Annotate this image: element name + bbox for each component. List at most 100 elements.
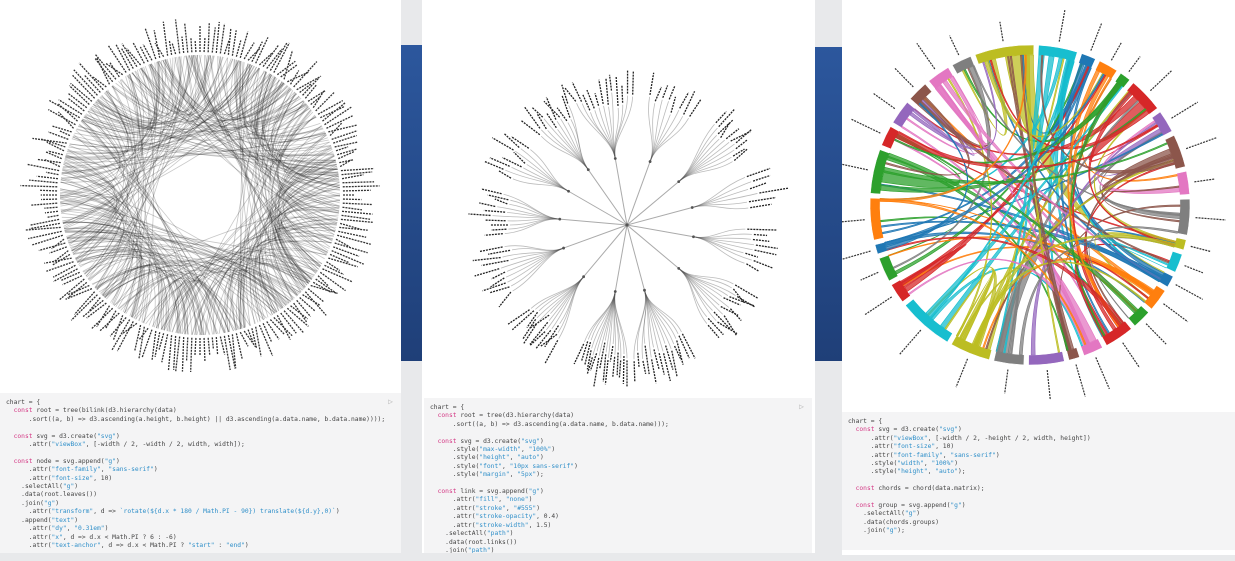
leaf-label xyxy=(507,309,530,325)
edge xyxy=(284,200,340,241)
edge xyxy=(283,168,338,244)
code-cell-2[interactable]: ▷ chart = { const root = tree(d3.hierarch… xyxy=(424,398,812,553)
tree-link xyxy=(678,268,723,297)
edge xyxy=(133,249,327,319)
leaf-label xyxy=(683,91,696,115)
play-icon[interactable]: ▷ xyxy=(799,402,804,411)
leaf-label xyxy=(105,310,117,329)
edge xyxy=(254,71,293,301)
leaf-label xyxy=(747,228,778,231)
tree-link xyxy=(530,276,584,309)
tree-link xyxy=(511,247,564,287)
code-line: const svg = d3.create("svg") xyxy=(855,426,962,434)
tree-link xyxy=(692,176,746,208)
edge xyxy=(194,177,340,335)
edge xyxy=(259,92,296,312)
chord-ribbon xyxy=(971,261,1146,346)
chord-chart xyxy=(842,9,1226,400)
leaf-label xyxy=(529,321,549,345)
leaf-label xyxy=(329,253,350,264)
tree-node xyxy=(613,157,617,160)
leaf-label xyxy=(602,354,607,382)
edge xyxy=(64,60,241,161)
leaf-label xyxy=(545,112,557,129)
tree-link xyxy=(505,169,569,192)
leaf-label xyxy=(211,27,216,53)
edge xyxy=(269,92,319,270)
leaf-label xyxy=(342,181,375,184)
edge xyxy=(60,207,117,252)
leaf-label xyxy=(251,328,258,349)
leaf-label xyxy=(293,302,308,323)
leaf-label xyxy=(174,19,181,54)
leaf-label xyxy=(730,130,751,142)
leaf-label xyxy=(561,95,571,118)
edge xyxy=(140,67,338,171)
edge xyxy=(97,68,156,125)
tree-link xyxy=(692,188,749,208)
leaf-label xyxy=(44,210,59,214)
leaf-label xyxy=(162,21,169,56)
edge xyxy=(150,63,338,223)
leaf-label xyxy=(30,202,58,206)
leaf-label xyxy=(584,341,592,366)
code-line xyxy=(848,477,1229,485)
leaf-label xyxy=(133,324,142,352)
edge xyxy=(255,253,311,315)
tree-link xyxy=(649,118,689,162)
edge xyxy=(83,116,321,141)
edge xyxy=(106,57,174,119)
tree-link xyxy=(678,268,713,311)
leaf-label xyxy=(472,256,501,262)
edge xyxy=(96,57,176,290)
group-label xyxy=(899,329,922,355)
edge xyxy=(113,272,189,335)
tree-link xyxy=(626,224,645,291)
edge xyxy=(194,55,340,180)
leaf-label xyxy=(642,360,647,375)
edge xyxy=(243,148,333,328)
edge xyxy=(60,179,118,260)
leaf-label xyxy=(142,43,153,61)
code-line: const link = svg.append("g") xyxy=(437,488,544,496)
edge xyxy=(261,74,341,197)
edge xyxy=(94,78,151,131)
group-label xyxy=(842,219,865,223)
tree-node xyxy=(677,266,681,270)
tree-link xyxy=(678,268,736,296)
edge xyxy=(149,57,228,112)
chord-group-arc xyxy=(869,197,884,241)
play-icon[interactable]: ▷ xyxy=(388,397,393,406)
edge xyxy=(96,60,164,291)
leaf-label xyxy=(231,30,237,56)
edge xyxy=(271,88,340,183)
edge xyxy=(205,55,340,208)
leaf-label xyxy=(342,206,363,211)
edge xyxy=(97,99,150,324)
code-cell-1[interactable]: ▷ chart = { const root = tree(bilink(d3.h… xyxy=(0,393,401,553)
leaf-label xyxy=(65,288,93,300)
edge xyxy=(189,55,340,212)
code-line: .data(chords.groups) xyxy=(848,518,939,526)
leaf-label xyxy=(310,96,321,105)
code-line: .attr("dy", "0.31em") xyxy=(6,525,109,533)
leaf-label xyxy=(341,174,364,180)
leaf-label xyxy=(621,85,624,103)
code-cell-3[interactable]: chart = { const svg = d3.create("svg") .… xyxy=(842,412,1235,550)
edge xyxy=(150,63,340,210)
edge xyxy=(213,235,334,335)
leaf-label xyxy=(668,85,676,100)
leaf-label xyxy=(67,97,85,112)
edge xyxy=(65,63,158,158)
tree-link xyxy=(502,247,564,258)
leaf-label xyxy=(184,23,189,53)
radial-tree-chart xyxy=(468,70,789,387)
edge xyxy=(100,65,255,123)
edge xyxy=(78,125,334,156)
edge xyxy=(69,65,256,148)
leaf-label xyxy=(161,334,169,363)
tree-link xyxy=(614,291,619,351)
edge xyxy=(105,90,308,132)
leaf-label xyxy=(491,271,506,280)
edge xyxy=(235,60,302,293)
